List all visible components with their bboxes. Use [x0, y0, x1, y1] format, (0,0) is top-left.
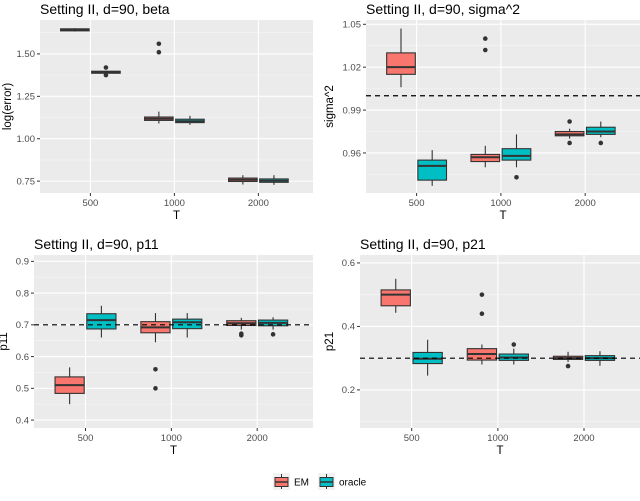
x-tick-label: 500	[404, 433, 420, 444]
legend-entry-oracle: oracle	[318, 473, 367, 490]
x-tick-label: 500	[82, 198, 98, 209]
box-em-2000	[226, 317, 257, 338]
box-em-1000	[466, 292, 498, 365]
y-tick-label: 0.9	[16, 257, 29, 268]
box-oracle-1000	[498, 342, 529, 365]
box-em-2000	[228, 175, 258, 185]
box-iqr	[501, 148, 532, 161]
box-oracle-1000	[172, 313, 203, 338]
outlier-point	[103, 65, 109, 70]
outlier-point	[156, 41, 162, 47]
outlier-point	[479, 292, 485, 297]
x-tick-label: 2000	[575, 198, 596, 209]
x-axis-title: T	[173, 210, 180, 222]
y-tick-label: 0.4	[16, 415, 29, 426]
legend-label: EM	[294, 478, 309, 489]
y-tick-label: 0.6	[342, 258, 355, 269]
legend-entry-em: EM	[273, 473, 309, 490]
outlier-point	[567, 140, 572, 146]
outlier-point	[565, 363, 571, 369]
y-tick-label: 0.7	[16, 320, 29, 331]
y-axis-title: sigma^2	[324, 85, 336, 127]
box-oracle-500	[417, 150, 448, 186]
panel-1: 0.75 1.00 1.25 1.50 500 1000 2000 Setting II, d…	[2, 1, 313, 222]
x-tick-label: 1000	[164, 198, 185, 209]
y-tick-label: 1.02	[343, 62, 362, 73]
box-iqr	[380, 289, 411, 307]
panel-background	[366, 20, 640, 193]
x-tick-label: 2000	[248, 198, 269, 209]
y-tick-label: 0.75	[17, 176, 36, 187]
y-axis-title: log(error)	[2, 83, 14, 130]
legend: EM oracle	[273, 473, 367, 490]
box-oracle-1000	[175, 115, 205, 125]
panel-2: 0.96 0.99 1.02 1.05 500 1000 2000 Setting II, d…	[324, 1, 640, 222]
box-iqr	[172, 318, 203, 330]
box-em-1000	[144, 41, 174, 124]
panel-title: Setting II, d=90, p11	[34, 236, 159, 252]
y-tick-label: 0.2	[342, 385, 355, 396]
box-iqr	[417, 159, 448, 181]
y-tick-label: 1.05	[343, 20, 362, 31]
outlier-point	[103, 72, 109, 78]
outlier-point	[239, 331, 244, 337]
x-tick-label: 1000	[490, 198, 511, 209]
x-axis-title: T	[499, 210, 506, 222]
box-iqr	[86, 313, 117, 330]
panel-title: Setting II, d=90, sigma^2	[366, 1, 520, 17]
panel-4: 0.2 0.4 0.6 500 1000 2000 Setting II, d=90, p2…	[324, 236, 640, 457]
panel-background	[360, 255, 640, 428]
outlier-point	[156, 49, 162, 55]
box-em-1000	[140, 313, 171, 391]
x-tick-label: 2000	[573, 433, 594, 444]
outlier-point	[482, 47, 488, 53]
box-em-2000	[554, 119, 585, 146]
y-tick-label: 1.25	[17, 92, 36, 103]
y-tick-label: 1.00	[17, 134, 36, 145]
box-em-1000	[470, 36, 501, 168]
box-em-500	[54, 367, 85, 405]
outlier-point	[479, 311, 485, 317]
y-tick-label: 1.50	[17, 49, 36, 60]
outlier-point	[598, 140, 604, 146]
panel-background	[40, 20, 313, 193]
outlier-point	[567, 119, 572, 124]
box-em-500	[60, 28, 90, 32]
outlier-point	[153, 386, 158, 391]
box-oracle-500	[91, 65, 121, 78]
box-em-500	[386, 28, 416, 88]
y-tick-label: 0.8	[16, 288, 29, 299]
outlier-point	[514, 174, 519, 180]
panel-3: 0.4 0.5 0.6 0.7 0.8 0.9 500 1000 2000 Setting II,…	[0, 236, 313, 457]
x-tick-label: 1000	[161, 433, 182, 444]
x-tick-label: 1000	[487, 433, 508, 444]
outlier-point	[511, 342, 517, 347]
panel-title: Setting II, d=90, p21	[360, 236, 486, 252]
box-oracle-2000	[259, 175, 289, 185]
x-tick-label: 2000	[247, 433, 268, 444]
outlier-point	[270, 332, 276, 337]
x-tick-label: 500	[409, 198, 425, 209]
box-oracle-2000	[257, 317, 289, 337]
y-axis-title: p21	[324, 332, 336, 351]
x-axis-title: T	[170, 445, 177, 457]
y-tick-label: 0.96	[343, 148, 362, 159]
outlier-point	[153, 366, 158, 372]
box-oracle-1000	[501, 134, 532, 180]
x-axis-title: T	[496, 445, 503, 457]
panel-background	[34, 255, 313, 428]
y-tick-label: 0.99	[343, 105, 362, 116]
panel-title: Setting II, d=90, beta	[40, 1, 170, 17]
box-oracle-2000	[585, 121, 616, 146]
y-tick-label: 0.4	[342, 322, 355, 333]
box-iqr	[386, 52, 416, 75]
x-tick-label: 500	[78, 433, 94, 444]
y-axis-title: p11	[0, 332, 10, 350]
legend-label: oracle	[339, 478, 367, 489]
outlier-point	[482, 36, 488, 41]
box-em-500	[380, 278, 411, 313]
y-tick-label: 0.5	[16, 384, 29, 395]
y-tick-label: 0.6	[16, 352, 29, 363]
